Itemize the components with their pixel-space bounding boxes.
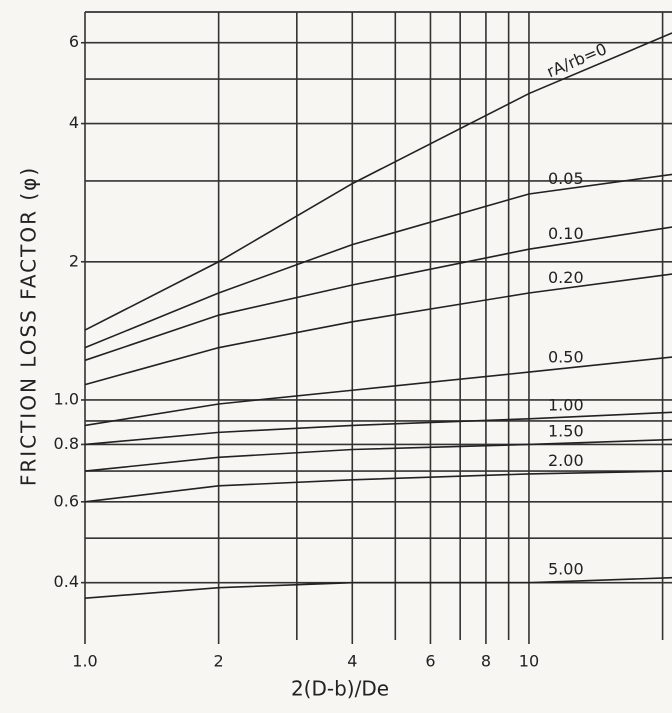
curve-label: 0.20: [548, 268, 584, 287]
y-tick-label: 0.6: [54, 491, 79, 510]
y-tick-label: 4: [69, 113, 79, 132]
y-tick-label: 0.4: [54, 572, 79, 591]
chart: 2(D-b)/De FRICTION LOSS FACTOR (φ) 1.0 2 4…: [0, 0, 672, 713]
curve-label: rA/rb=0: [544, 39, 610, 81]
curve: [85, 227, 672, 360]
x-tick-label: 6: [425, 652, 435, 671]
y-tick-label: 0.8: [54, 434, 79, 453]
curve: [85, 578, 672, 598]
curve-label: 0.10: [548, 224, 584, 243]
curve-label: 5.00: [548, 559, 584, 578]
y-tick-label: 6: [69, 32, 79, 51]
x-tick-label: 1.0: [72, 652, 97, 671]
x-tick-label: 10: [519, 652, 539, 671]
curve-label: 0.05: [548, 169, 584, 188]
curve-label: 1.50: [548, 421, 584, 440]
curve: [85, 471, 672, 502]
curve-label: 0.50: [548, 348, 584, 367]
curve: [85, 412, 672, 444]
x-tick-label: 2: [214, 652, 224, 671]
curve-label: 2.00: [548, 451, 584, 470]
curve: [85, 274, 672, 385]
x-tick-label: 4: [347, 652, 357, 671]
y-axis-label: FRICTION LOSS FACTOR (φ): [17, 166, 41, 486]
y-tick-label: 2: [69, 251, 79, 270]
curve: [85, 357, 672, 425]
x-axis-label: 2(D-b)/De: [291, 677, 389, 701]
y-tick-label: 1.0: [54, 389, 79, 408]
x-tick-label: 8: [481, 652, 491, 671]
curve-label: 1.00: [548, 395, 584, 414]
